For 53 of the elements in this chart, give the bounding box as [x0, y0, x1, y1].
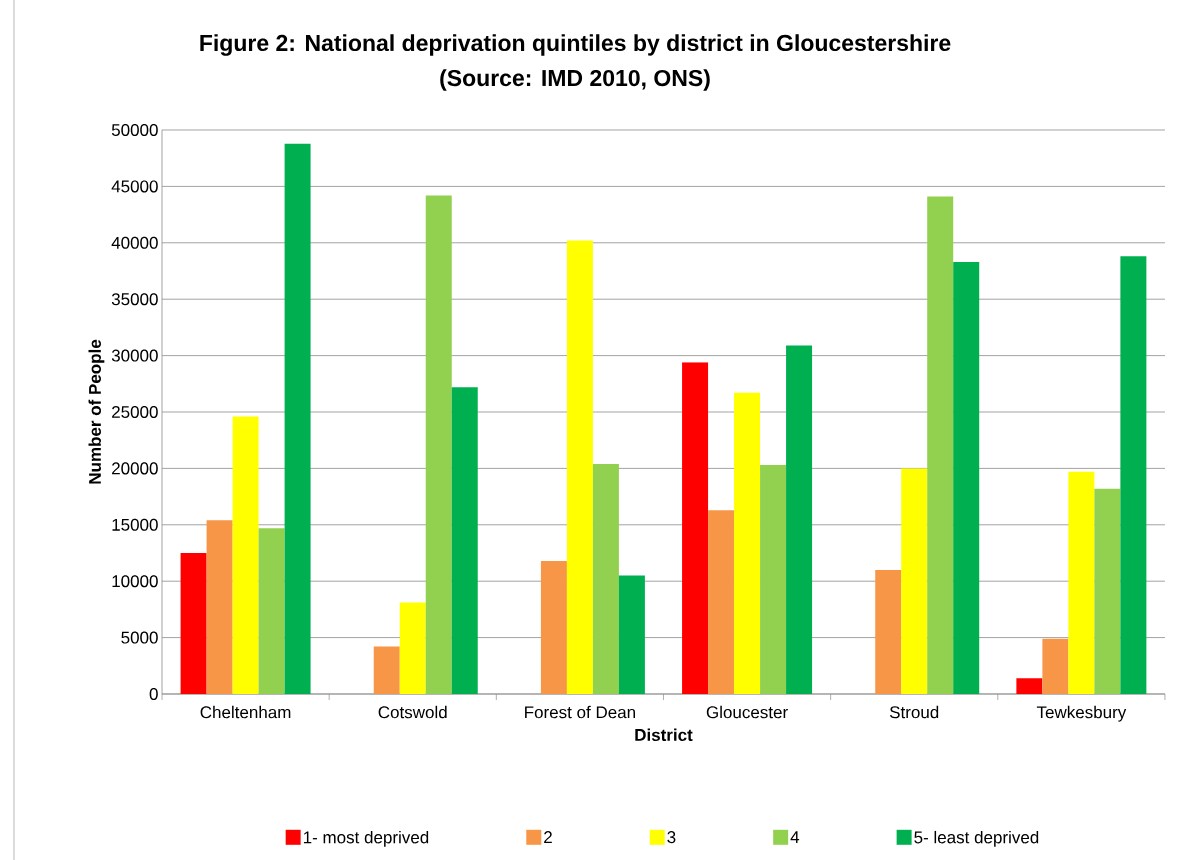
- bar: [592, 463, 619, 694]
- x-tick-label: Cotswold: [378, 705, 447, 719]
- y-axis-title: Number of People: [88, 339, 105, 484]
- x-tick-label: Tewkesbury: [1036, 705, 1127, 722]
- y-tick-label: 20000: [112, 462, 158, 475]
- bar: [901, 468, 928, 694]
- y-tick-label: 45000: [111, 180, 158, 193]
- chart-title: Figure 2: National deprivation quintiles by district in Gloucestershire: [200, 34, 951, 56]
- bar: [734, 392, 761, 694]
- chart-subtitle: (Source: IMD 2010, ONS): [440, 69, 710, 91]
- bar: [284, 143, 311, 694]
- bar: [927, 196, 954, 694]
- bar: [708, 510, 735, 694]
- bar: [760, 465, 787, 694]
- x-tick-label: Cheltenham: [200, 705, 291, 719]
- y-tick-label: 15000: [112, 518, 158, 531]
- legend-label: 1- most deprived: [303, 830, 429, 847]
- bar: [258, 528, 285, 694]
- legend-label: 5- least deprived: [914, 830, 1039, 847]
- bar: [232, 416, 259, 694]
- bar: [206, 520, 233, 694]
- bar: [540, 560, 567, 694]
- bar: [180, 552, 207, 694]
- y-tick-label: 40000: [111, 236, 158, 249]
- bar: [1016, 678, 1043, 694]
- bar: [1068, 471, 1095, 694]
- bar: [451, 387, 478, 694]
- bar: [953, 261, 980, 694]
- bar: [618, 575, 645, 694]
- x-tick-label: Gloucester: [706, 705, 788, 719]
- legend-label: 4: [790, 831, 800, 843]
- y-tick-label: 35000: [111, 293, 158, 306]
- x-tick-label: Stroud: [889, 705, 939, 719]
- bar: [1042, 638, 1069, 694]
- legend-label: 3: [667, 831, 676, 844]
- x-axis-title: District: [635, 728, 693, 741]
- bar: [1094, 488, 1121, 694]
- x-tick-label: Forest of Dean: [525, 705, 635, 719]
- bar: [1120, 256, 1147, 694]
- bar: [373, 646, 400, 694]
- y-tick-label: 25000: [112, 405, 158, 419]
- y-tick-label: 50000: [111, 123, 158, 137]
- bar: [875, 569, 902, 694]
- y-tick-label: 10000: [112, 575, 158, 588]
- bar: [786, 345, 813, 694]
- y-tick-label: 5000: [121, 631, 158, 644]
- bar: [566, 240, 593, 694]
- legend-label: 2: [544, 831, 552, 843]
- y-tick-label: 30000: [111, 349, 158, 362]
- bar: [425, 195, 452, 694]
- bar: [399, 602, 426, 694]
- bar: [682, 362, 709, 694]
- y-tick-label: 0: [149, 687, 158, 701]
